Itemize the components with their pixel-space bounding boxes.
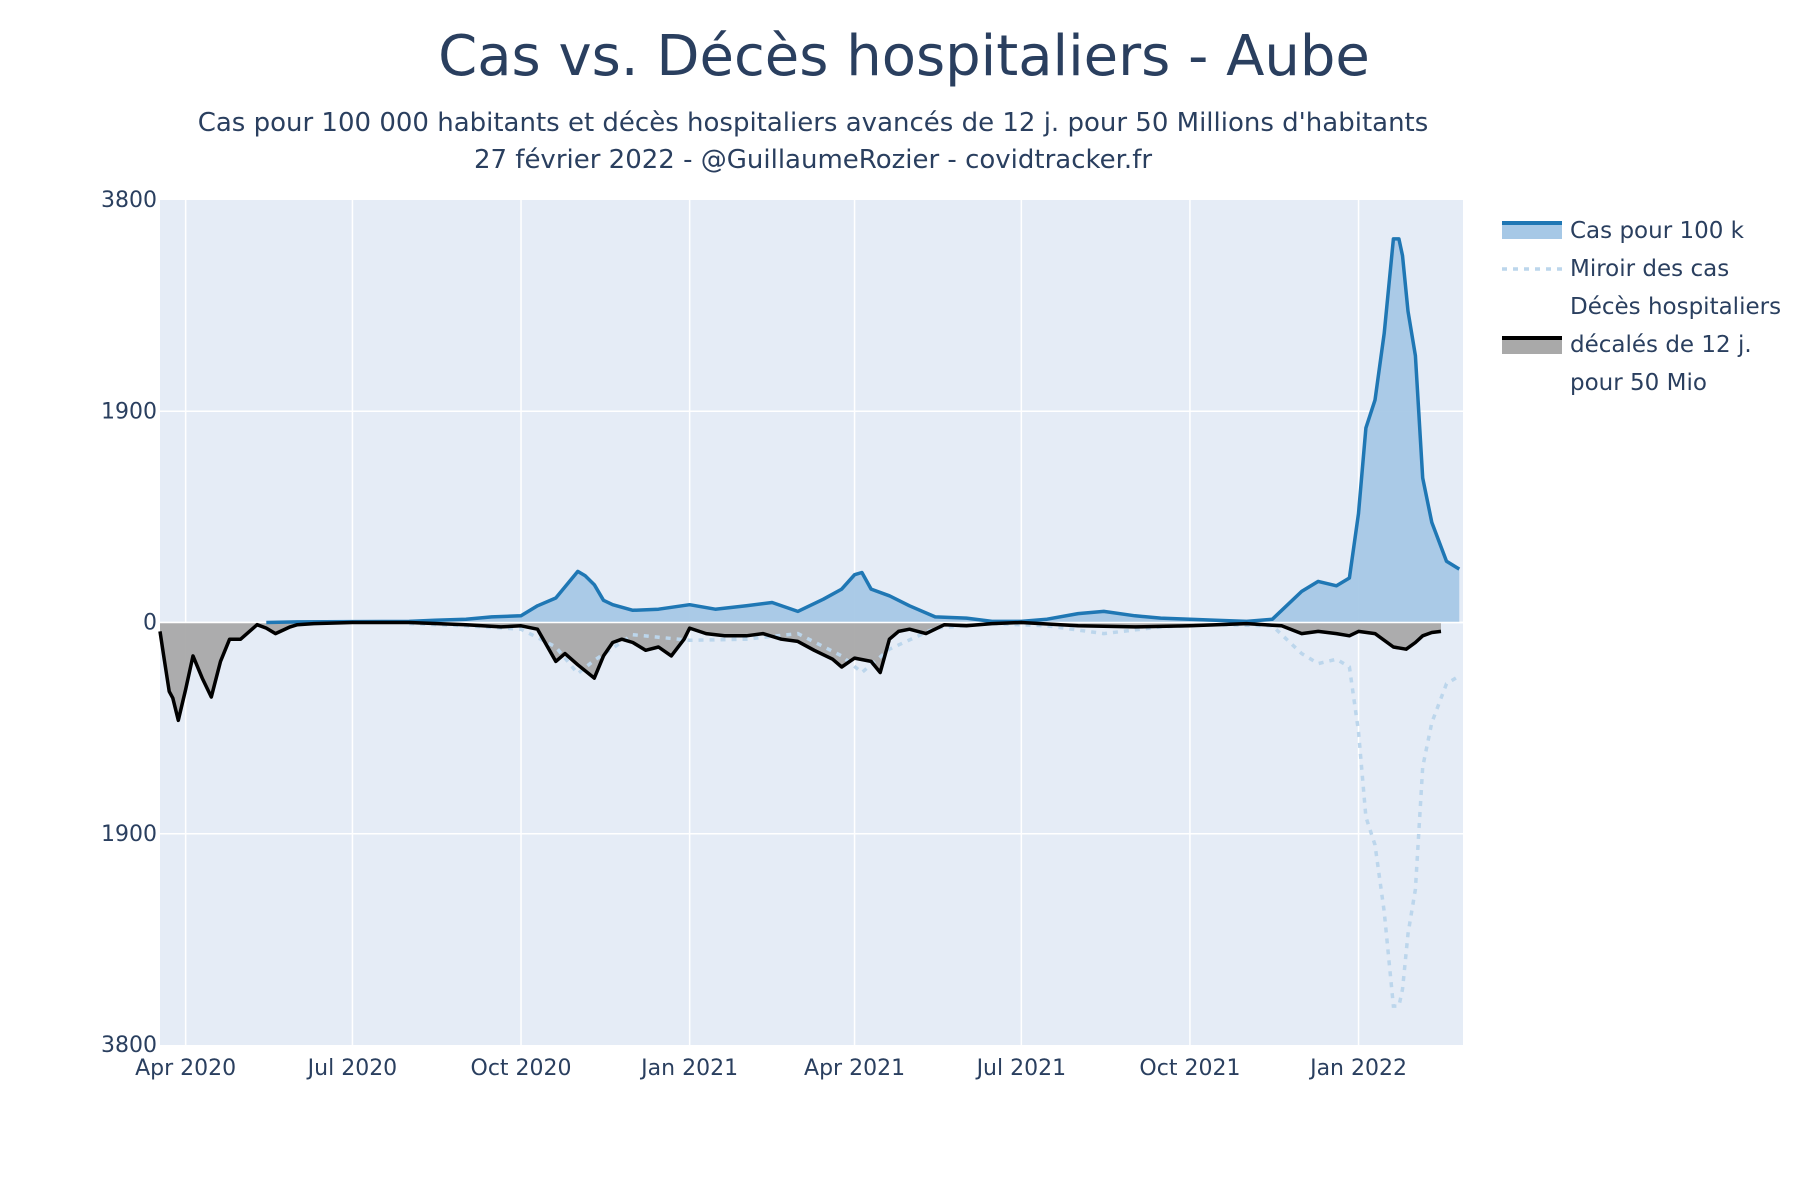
legend[interactable]: Cas pour 100 k Miroir des cas Décès hospit… [1502,218,1781,396]
series-layer [158,237,1463,1008]
x-tick-label: Oct 2020 [471,1056,572,1081]
y-tick-label: 1900 [101,822,157,847]
y-tick-label: 3800 [101,188,157,213]
x-tick-label: Jul 2020 [306,1056,398,1081]
x-tick-label: Jan 2022 [1308,1056,1407,1081]
cases-line [266,237,1461,625]
y-tick-label: 3800 [101,1033,157,1058]
legend-label: Miroir des cas [1570,256,1729,282]
chart-title: Cas vs. Décès hospitaliers - Aube [438,24,1370,89]
x-tick-label: Apr 2020 [135,1056,236,1081]
x-tick-label: Jul 2021 [975,1056,1067,1081]
y-tick-label: 0 [143,611,157,636]
y-tick-label: 1900 [101,399,157,424]
chart-subtitle-line-1: Cas pour 100 000 habitants et décès hosp… [198,108,1429,138]
x-tick-label: Jan 2021 [639,1056,738,1081]
x-tick-label: Apr 2021 [804,1056,905,1081]
x-tick-label: Oct 2021 [1139,1056,1240,1081]
legend-swatch-deaths-fill [1502,338,1562,354]
legend-label: Cas pour 100 k [1570,218,1745,244]
legend-swatch-cases-fill [1502,223,1562,239]
axis-labels: Apr 2020 Jul 2020 Oct 2020 Jan 2021 Apr 2021… [101,188,1407,1081]
deaths-line [158,620,1442,723]
legend-label: pour 50 Mio [1570,370,1707,396]
chart-subtitle-line-2: 27 février 2022 - @GuillaumeRozier - cov… [474,145,1152,175]
legend-label: Décès hospitaliers [1570,294,1781,320]
legend-label: décalés de 12 j. [1570,332,1752,358]
